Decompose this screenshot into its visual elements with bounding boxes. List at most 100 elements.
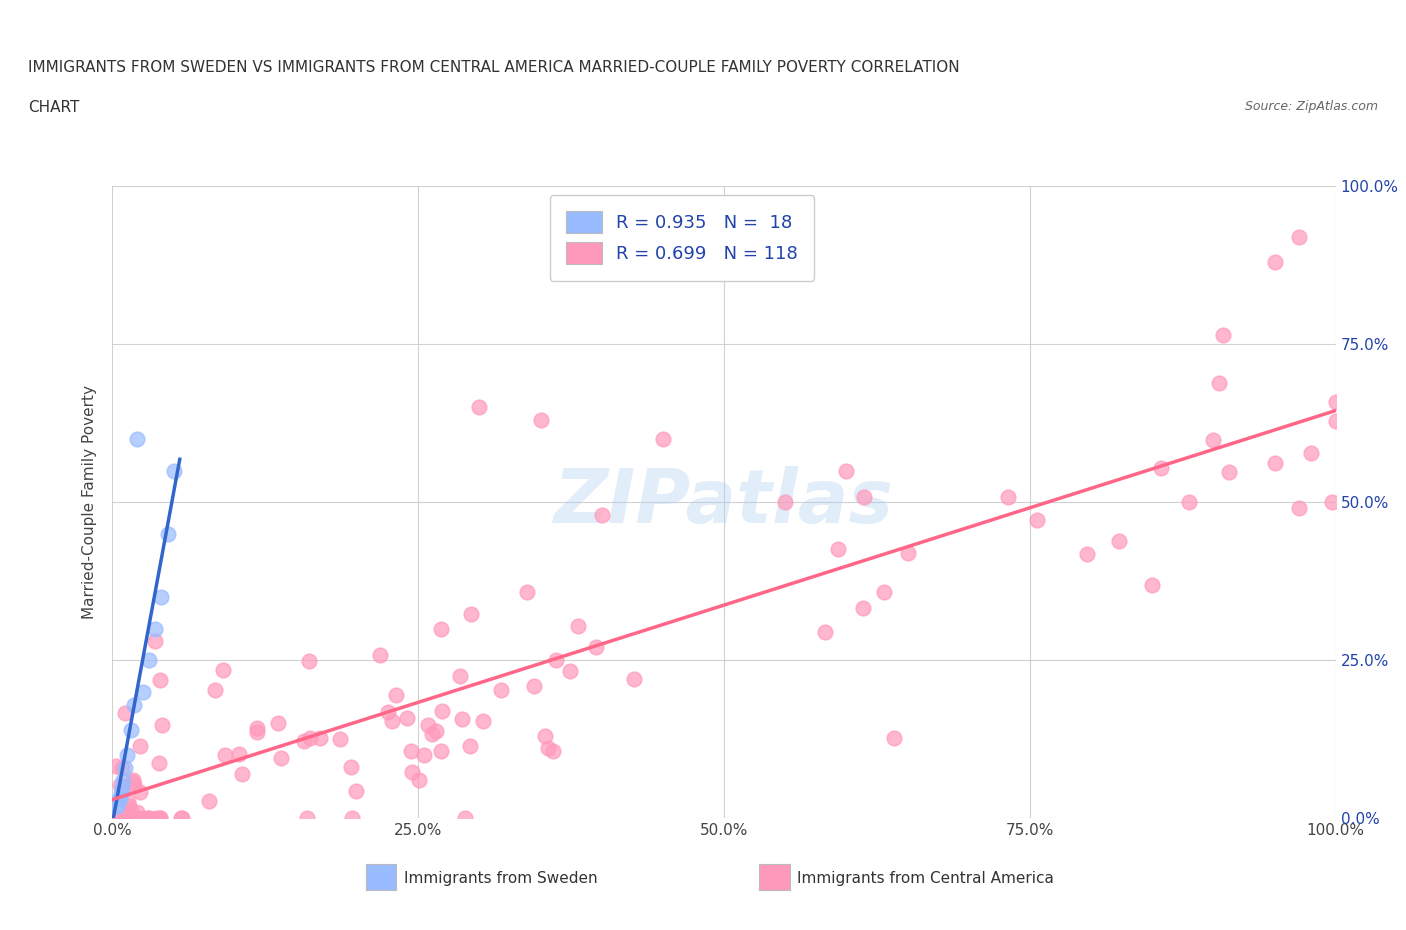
Point (344, 783, 367, 798)
Point (401, 764, 423, 779)
Point (1150, 461, 1173, 476)
Point (1026, 513, 1049, 528)
Point (114, 761, 136, 776)
Text: IMMIGRANTS FROM SWEDEN VS IMMIGRANTS FROM CENTRAL AMERICA MARRIED-COUPLE FAMILY : IMMIGRANTS FROM SWEDEN VS IMMIGRANTS FRO… (28, 60, 960, 75)
Point (122, 777, 145, 792)
Point (408, 773, 430, 788)
Point (546, 653, 568, 668)
Point (370, 647, 392, 662)
Point (529, 413, 551, 428)
Point (115, 811, 138, 826)
Point (114, 705, 136, 720)
Point (897, 545, 920, 560)
Point (1208, 376, 1230, 391)
Point (105, 798, 128, 813)
Point (149, 811, 172, 826)
Point (298, 654, 321, 669)
Point (115, 748, 138, 763)
Point (297, 811, 319, 826)
Point (125, 805, 148, 820)
Point (558, 663, 581, 678)
Point (399, 743, 422, 758)
Point (1324, 414, 1347, 429)
Point (143, 621, 166, 636)
Point (460, 606, 482, 621)
Point (124, 698, 146, 712)
Point (136, 811, 159, 826)
Point (449, 668, 471, 683)
Point (129, 785, 152, 800)
Point (105, 798, 128, 813)
Point (340, 759, 363, 774)
Point (169, 811, 191, 826)
Point (451, 711, 474, 726)
Point (138, 653, 160, 668)
Point (827, 541, 849, 556)
Point (108, 777, 131, 792)
Y-axis label: Married-Couple Family Poverty: Married-Couple Family Poverty (82, 385, 97, 619)
Point (413, 748, 436, 763)
Point (111, 779, 134, 794)
Point (468, 400, 491, 415)
Point (1108, 534, 1130, 549)
Point (108, 792, 131, 807)
Point (1324, 395, 1347, 410)
Point (377, 705, 399, 720)
Point (156, 526, 179, 541)
Point (170, 810, 193, 825)
Point (131, 811, 153, 826)
Point (117, 795, 139, 810)
Point (430, 622, 453, 637)
Point (516, 585, 538, 600)
Point (292, 734, 315, 749)
Point (429, 744, 451, 759)
Point (267, 715, 290, 730)
Point (145, 811, 167, 826)
Point (775, 495, 797, 510)
Point (1212, 327, 1234, 342)
Point (114, 811, 136, 826)
Point (148, 811, 170, 826)
Point (110, 786, 132, 801)
Point (107, 792, 129, 807)
Text: CHART: CHART (28, 100, 80, 114)
Point (395, 711, 418, 725)
Point (1218, 465, 1240, 480)
Point (1142, 578, 1164, 592)
Point (111, 761, 134, 776)
Point (472, 713, 495, 728)
Point (458, 738, 481, 753)
Text: Source: ZipAtlas.com: Source: ZipAtlas.com (1244, 100, 1378, 113)
Point (104, 811, 127, 826)
Point (652, 432, 675, 446)
Point (1202, 432, 1225, 447)
Point (814, 625, 837, 640)
Point (883, 730, 905, 745)
Point (163, 463, 186, 478)
Point (228, 746, 250, 761)
Point (385, 688, 408, 703)
Point (231, 766, 253, 781)
Point (121, 811, 143, 826)
Point (118, 798, 141, 813)
Point (214, 747, 236, 762)
Point (270, 751, 292, 765)
Point (1301, 445, 1323, 460)
Point (425, 724, 447, 739)
Point (430, 704, 453, 719)
Point (623, 672, 645, 687)
Point (204, 683, 226, 698)
Point (541, 744, 564, 759)
Point (143, 633, 166, 648)
Point (489, 682, 512, 697)
Point (418, 718, 440, 733)
Point (420, 727, 443, 742)
Point (537, 740, 560, 755)
Point (150, 590, 173, 604)
Point (1288, 500, 1310, 515)
Legend: R = 0.935   N =  18, R = 0.699   N = 118: R = 0.935 N = 18, R = 0.699 N = 118 (550, 195, 814, 281)
Point (246, 724, 269, 739)
Point (122, 773, 145, 788)
Point (138, 811, 160, 826)
Point (591, 508, 613, 523)
